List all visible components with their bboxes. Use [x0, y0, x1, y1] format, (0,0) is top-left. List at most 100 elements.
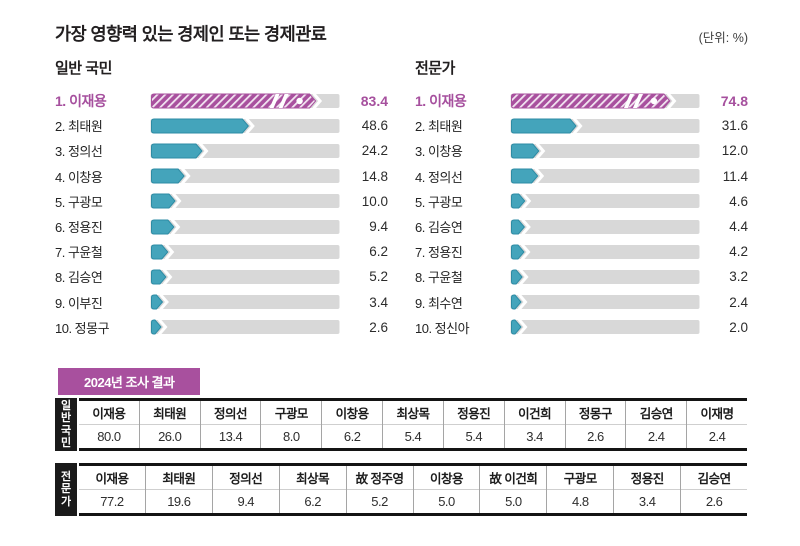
rank-label: 3. 정의선	[55, 144, 103, 160]
unit-label: (단위: %)	[698, 31, 748, 45]
table-2024-experts: 전 문 가 이재용 77.2 최태원 19.6 정의선 9.4 최상목 6.2 故 정주영 5.2 이창용…	[55, 463, 748, 516]
table-name-cell: 故 정주영	[346, 466, 413, 490]
table-column: 故 이건희 5.0	[479, 466, 547, 513]
table-name-cell: 구광모	[261, 401, 322, 425]
rank-label: 2. 최태원	[415, 119, 463, 135]
bar-value: 3.4	[369, 294, 388, 310]
table-column: 정용진 5.4	[442, 401, 504, 448]
bar-row: 9. 최수연 2.4	[415, 290, 748, 315]
table-value-cell: 8.0	[283, 429, 300, 444]
table-value-cell: 19.6	[167, 494, 191, 509]
bar-row: 6. 정용진 9.4	[55, 214, 388, 239]
table-grid: 이재용 77.2 최태원 19.6 정의선 9.4 최상목 6.2 故 정주영 5.2 이창용 5.0…	[79, 463, 748, 516]
table-row-label-char: 전	[60, 470, 72, 483]
rank-label: 2. 최태원	[55, 119, 103, 135]
ranking-panels: 일반 국민 1. 이재용 83.4 2. 최태원 48.6 3. 정의선 24.2 4. 이…	[55, 60, 748, 340]
table-value-cell: 5.4	[465, 429, 483, 444]
bar-row: 3. 이창용 12.0	[415, 138, 748, 163]
table-value-cell: 5.2	[371, 494, 388, 509]
bar-row: 7. 정용진 4.2	[415, 239, 748, 264]
table-value-cell: 80.0	[97, 429, 121, 444]
bar-row: 8. 구윤철 3.2	[415, 264, 748, 289]
rank-label: 6. 정용진	[55, 220, 103, 236]
page-title: 가장 영향력 있는 경제인 또는 경제관료	[55, 24, 327, 44]
table-name-cell: 이재명	[687, 401, 747, 425]
bar-value: 48.6	[361, 118, 388, 134]
rank-label: 8. 구윤철	[415, 270, 463, 286]
bar-value: 5.2	[369, 269, 388, 285]
rank-bar	[510, 319, 700, 336]
bar-value: 9.4	[369, 219, 388, 235]
table-value-cell: 26.0	[158, 429, 182, 444]
bar-row: 4. 정의선 11.4	[415, 164, 748, 189]
table-value-cell: 4.8	[572, 494, 589, 509]
table-value-cell: 2.6	[587, 429, 604, 444]
rank1-broken-bar	[150, 92, 340, 109]
bar-value: 3.2	[729, 269, 748, 285]
rank-label: 8. 김승연	[55, 270, 103, 286]
table-value-cell: 9.4	[237, 494, 255, 509]
table-name-cell: 정용진	[614, 466, 681, 490]
table-column: 이창용 6.2	[321, 401, 383, 448]
survey-2024-badge: 2024년 조사 결과	[58, 368, 201, 395]
table-column: 정의선 9.4	[211, 466, 279, 513]
rank-bar	[150, 319, 340, 336]
rank-label: 6. 김승연	[415, 220, 463, 236]
bar-value: 12.0	[721, 143, 748, 159]
bar-value: 2.6	[369, 319, 388, 335]
bar-row: 2. 최태원 48.6	[55, 113, 388, 138]
table-column: 이건희 3.4	[503, 401, 565, 448]
table-row-label-char: 문	[60, 483, 72, 496]
table-value-cell: 2.4	[708, 429, 726, 444]
table-column: 김승연 2.6	[680, 466, 748, 513]
rank-bar	[510, 168, 700, 185]
table-name-cell: 이창용	[413, 466, 480, 490]
table-value-cell: 3.4	[638, 494, 656, 509]
bar-value: 4.2	[729, 244, 748, 260]
table-name-cell: 이재용	[79, 401, 139, 425]
bar-value: 2.4	[729, 294, 748, 310]
rank-bar	[510, 294, 700, 311]
rank-label: 4. 정의선	[415, 169, 463, 185]
table-name-cell: 이재용	[79, 466, 145, 490]
table-name-cell: 최상목	[383, 401, 443, 425]
table-value-cell: 3.4	[526, 429, 543, 444]
rank-label: 7. 구윤철	[55, 245, 103, 261]
table-row-label-char: 민	[60, 437, 72, 449]
rank-bar	[150, 268, 340, 285]
bar-value: 24.2	[361, 143, 388, 159]
bar-row: 6. 김승연 4.4	[415, 214, 748, 239]
bar-row: 7. 구윤철 6.2	[55, 239, 388, 264]
table-value-cell: 77.2	[100, 494, 124, 509]
rank-label: 1. 이재용	[55, 92, 107, 109]
rank-bar	[150, 218, 340, 235]
table-name-cell: 정의선	[212, 466, 279, 490]
table-column: 이재용 77.2	[79, 466, 145, 513]
rank-label: 1. 이재용	[415, 92, 467, 109]
table-value-cell: 6.2	[343, 429, 361, 444]
rank-label: 3. 이창용	[415, 144, 463, 160]
rank-bar	[510, 117, 700, 134]
bar-value: 74.8	[720, 92, 748, 109]
bar-value: 14.8	[361, 168, 388, 184]
table-name-cell: 구광모	[547, 466, 614, 490]
table-column: 故 정주영 5.2	[345, 466, 413, 513]
rank-label: 5. 구광모	[55, 194, 103, 210]
bar-row: 3. 정의선 24.2	[55, 138, 388, 163]
table-name-cell: 최태원	[139, 401, 200, 425]
table-name-cell: 이건희	[504, 401, 565, 425]
rank-label: 9. 이부진	[55, 295, 103, 311]
bar-value: 31.6	[721, 118, 748, 134]
general-public-bar-rows: 1. 이재용 83.4 2. 최태원 48.6 3. 정의선 24.2 4. 이창용 14.8…	[55, 88, 388, 340]
table-name-cell: 故 이건희	[480, 466, 547, 490]
panel-general-public-title: 일반 국민	[55, 60, 112, 77]
rank-label: 9. 최수연	[415, 295, 463, 311]
bar-row: 8. 김승연 5.2	[55, 264, 388, 289]
table-value-cell: 2.6	[705, 494, 723, 509]
table-name-cell: 정의선	[200, 401, 261, 425]
rank-bar	[150, 142, 340, 159]
table-row-label-char: 일	[60, 399, 72, 412]
rank-bar	[510, 218, 700, 235]
table-column: 이재용 80.0	[79, 401, 139, 448]
